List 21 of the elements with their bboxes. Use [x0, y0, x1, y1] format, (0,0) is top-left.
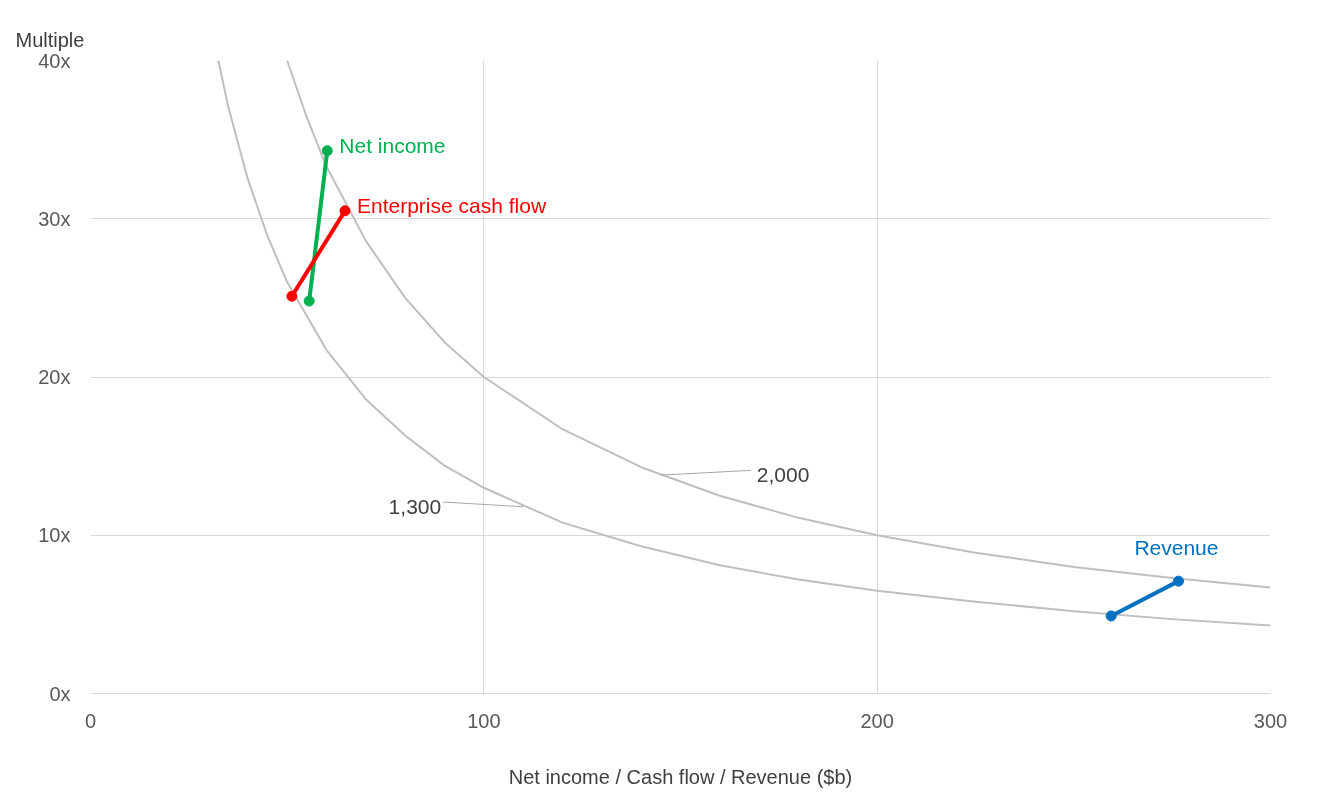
x-tick-label: 100 — [467, 709, 501, 732]
point — [339, 205, 351, 217]
point — [1172, 575, 1184, 587]
point — [321, 145, 333, 157]
y-tick-label: 0x — [49, 682, 71, 705]
y-axis-title: Multiple — [15, 28, 85, 51]
point — [286, 290, 298, 302]
x-tick-label: 300 — [1253, 709, 1288, 732]
point — [303, 295, 315, 307]
series-label: Enterprise cash flow — [356, 193, 547, 217]
y-tick-label: 20x — [38, 366, 71, 388]
series-label: Revenue — [1134, 536, 1219, 560]
y-tick-label: 10x — [38, 524, 71, 547]
x-tick-label: 200 — [860, 709, 894, 732]
y-tick-label: 30x — [38, 207, 71, 230]
point — [1105, 610, 1117, 622]
x-tick-label: 0 — [84, 709, 97, 732]
series-label: Net income — [339, 133, 446, 157]
x-axis-title: Net income / Cash flow / Revenue ($b) — [508, 765, 853, 788]
annotation: 2,000 — [756, 463, 810, 487]
annotation: 1,300 — [388, 494, 442, 518]
